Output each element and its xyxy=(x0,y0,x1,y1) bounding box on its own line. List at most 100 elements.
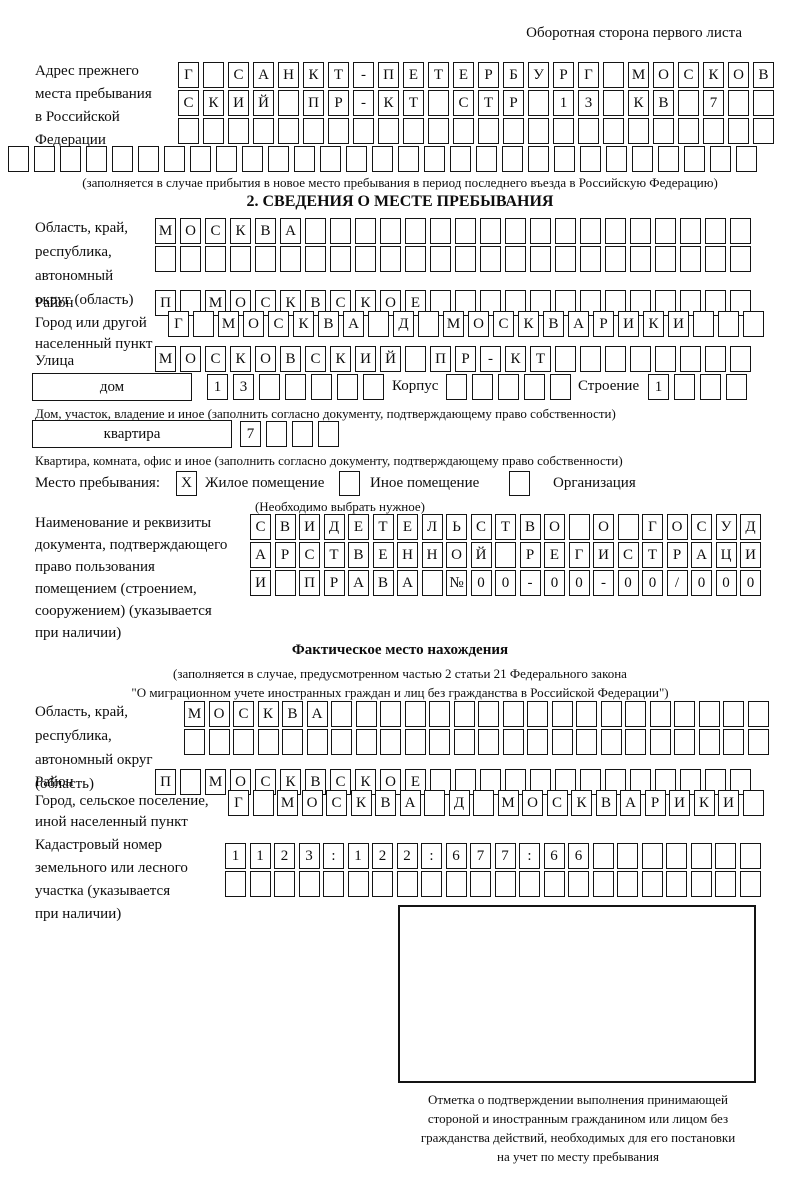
char-cell[interactable] xyxy=(380,729,401,755)
char-cell[interactable]: 1 xyxy=(553,90,574,116)
char-cell[interactable]: К xyxy=(230,346,251,372)
char-cell[interactable] xyxy=(617,871,638,897)
char-cell[interactable] xyxy=(519,871,540,897)
char-cell[interactable]: Й xyxy=(470,542,492,568)
char-cell[interactable]: 3 xyxy=(578,90,599,116)
char-cell[interactable] xyxy=(138,146,159,172)
char-cell[interactable] xyxy=(446,374,467,400)
char-cell[interactable] xyxy=(424,146,445,172)
char-cell[interactable] xyxy=(655,769,676,795)
char-cell[interactable]: 6 xyxy=(445,843,467,869)
char-cell[interactable] xyxy=(418,311,439,337)
char-cell[interactable] xyxy=(680,769,701,795)
char-cell[interactable] xyxy=(353,118,374,144)
char-cell[interactable] xyxy=(641,871,663,897)
char-cell[interactable] xyxy=(380,246,401,272)
char-cell[interactable] xyxy=(658,146,679,172)
char-cell[interactable]: 7 xyxy=(240,421,261,447)
char-cell[interactable]: И xyxy=(250,570,271,596)
char-cell[interactable] xyxy=(678,118,699,144)
char-cell[interactable] xyxy=(274,570,296,596)
char-cell[interactable] xyxy=(555,290,576,316)
char-cell[interactable] xyxy=(730,246,751,272)
char-cell[interactable] xyxy=(208,729,230,755)
char-cell[interactable]: Е xyxy=(372,542,394,568)
char-cell[interactable]: Р xyxy=(519,542,541,568)
char-cell[interactable] xyxy=(674,374,695,400)
char-cell[interactable]: В xyxy=(519,514,541,540)
char-cell[interactable] xyxy=(568,871,589,897)
checkbox-inoe[interactable] xyxy=(339,471,360,496)
char-cell[interactable]: С xyxy=(493,311,514,337)
char-cell[interactable]: - xyxy=(480,346,501,372)
char-cell[interactable] xyxy=(455,246,476,272)
char-cell[interactable]: 0 xyxy=(715,570,737,596)
char-cell[interactable]: П xyxy=(303,90,324,116)
char-cell[interactable] xyxy=(655,246,676,272)
char-cell[interactable] xyxy=(617,843,638,869)
char-cell[interactable]: 2 xyxy=(372,843,393,869)
char-cell[interactable]: Ц xyxy=(715,542,737,568)
char-cell[interactable] xyxy=(502,729,524,755)
char-cell[interactable] xyxy=(355,729,377,755)
char-cell[interactable]: М xyxy=(443,311,464,337)
char-cell[interactable]: М xyxy=(277,790,298,816)
char-cell[interactable]: К xyxy=(280,290,301,316)
char-cell[interactable] xyxy=(553,118,574,144)
char-cell[interactable] xyxy=(294,146,315,172)
char-cell[interactable] xyxy=(478,729,499,755)
char-cell[interactable]: И xyxy=(669,790,690,816)
checkbox-zhiloe[interactable]: X xyxy=(176,471,197,496)
char-cell[interactable]: У xyxy=(715,514,737,540)
char-cell[interactable]: А xyxy=(280,218,301,244)
char-cell[interactable] xyxy=(305,218,326,244)
char-cell[interactable] xyxy=(693,311,714,337)
char-cell[interactable]: : xyxy=(519,843,540,869)
char-cell[interactable]: О xyxy=(255,346,276,372)
char-cell[interactable] xyxy=(318,421,339,447)
char-cell[interactable]: Р xyxy=(274,542,296,568)
char-cell[interactable]: М xyxy=(218,311,239,337)
char-cell[interactable]: О xyxy=(446,542,467,568)
char-cell[interactable]: К xyxy=(257,701,279,727)
char-cell[interactable]: А xyxy=(397,570,418,596)
char-cell[interactable] xyxy=(405,218,426,244)
char-cell[interactable] xyxy=(603,90,624,116)
char-cell[interactable] xyxy=(742,790,764,816)
char-cell[interactable]: - xyxy=(519,570,541,596)
char-cell[interactable] xyxy=(728,90,749,116)
char-cell[interactable]: Т xyxy=(328,62,349,88)
char-cell[interactable] xyxy=(580,346,601,372)
char-cell[interactable] xyxy=(530,246,551,272)
char-cell[interactable] xyxy=(285,374,306,400)
char-cell[interactable]: П xyxy=(155,769,176,795)
char-cell[interactable]: Е xyxy=(453,62,474,88)
char-cell[interactable] xyxy=(625,701,646,727)
char-cell[interactable]: О xyxy=(243,311,264,337)
char-cell[interactable] xyxy=(580,246,601,272)
char-cell[interactable]: 1 xyxy=(249,843,271,869)
char-cell[interactable] xyxy=(503,118,524,144)
char-cell[interactable]: Й xyxy=(253,90,274,116)
char-cell[interactable]: 0 xyxy=(470,570,492,596)
char-cell[interactable]: Т xyxy=(428,62,449,88)
char-cell[interactable]: П xyxy=(430,346,451,372)
char-cell[interactable] xyxy=(292,421,313,447)
char-cell[interactable] xyxy=(666,843,687,869)
char-cell[interactable]: Р xyxy=(593,311,614,337)
char-cell[interactable] xyxy=(428,90,449,116)
char-cell[interactable]: К xyxy=(230,218,251,244)
char-cell[interactable] xyxy=(86,146,107,172)
char-cell[interactable] xyxy=(368,311,389,337)
char-cell[interactable] xyxy=(164,146,185,172)
char-cell[interactable] xyxy=(580,146,601,172)
char-cell[interactable]: С xyxy=(268,311,289,337)
char-cell[interactable] xyxy=(592,871,614,897)
char-cell[interactable] xyxy=(180,246,201,272)
char-cell[interactable] xyxy=(718,311,739,337)
char-cell[interactable] xyxy=(674,701,695,727)
char-cell[interactable] xyxy=(580,290,601,316)
char-cell[interactable] xyxy=(747,701,769,727)
char-cell[interactable] xyxy=(112,146,133,172)
char-cell[interactable] xyxy=(705,346,726,372)
